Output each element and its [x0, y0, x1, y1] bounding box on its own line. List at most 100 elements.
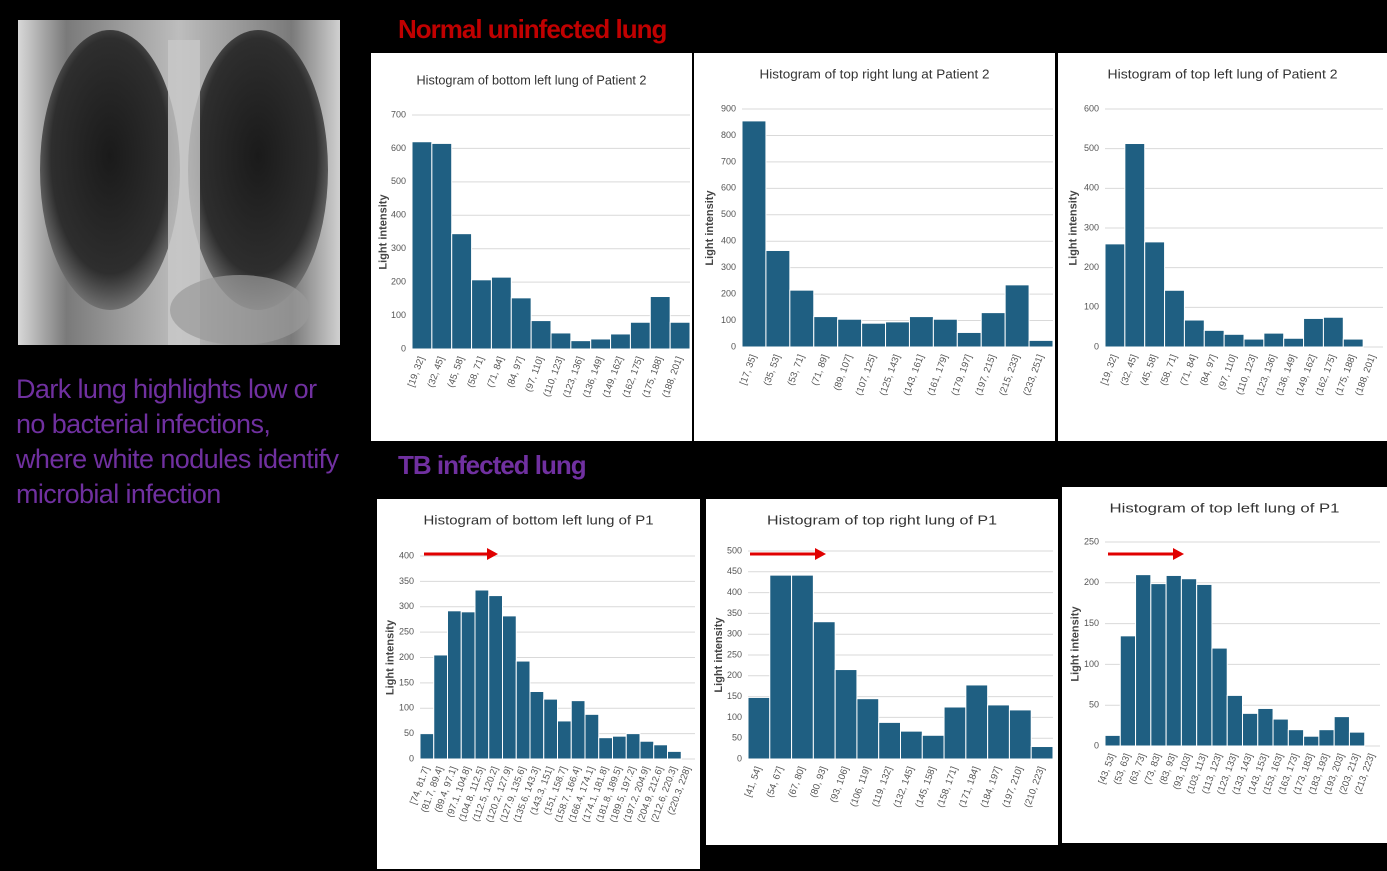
bar: [1104, 734, 1121, 747]
y-tick-label: 150: [727, 691, 742, 701]
bar: [669, 321, 691, 350]
bar: [584, 713, 600, 760]
bar: [932, 318, 958, 348]
bar: [590, 338, 612, 350]
y-tick-label: 300: [1084, 222, 1099, 232]
bar: [943, 706, 967, 760]
y-tick-label: 200: [1084, 262, 1099, 272]
bar: [1144, 241, 1166, 348]
y-tick-label: 250: [727, 649, 742, 659]
y-tick-label: 100: [727, 712, 742, 722]
bar: [490, 276, 512, 350]
bar: [1303, 735, 1320, 747]
bar: [1342, 338, 1364, 348]
y-tick-label: 400: [721, 236, 736, 246]
chart-panel: Histogram of bottom left lung of P1 Light…: [377, 499, 700, 869]
y-tick-label: 800: [721, 130, 736, 140]
section-title: Normal uninfected lung: [398, 14, 667, 44]
bar: [1303, 317, 1324, 348]
bar: [515, 660, 531, 760]
bar: [653, 744, 668, 760]
bar: [1211, 647, 1228, 747]
bar: [747, 696, 771, 760]
bar: [419, 733, 435, 760]
bar: [1104, 243, 1126, 348]
y-tick-label: 500: [391, 176, 406, 186]
bar: [649, 296, 671, 350]
bar: [1150, 583, 1167, 747]
bar: [1164, 289, 1185, 348]
y-tick-label: 100: [391, 310, 406, 320]
y-tick-label: 0: [1094, 740, 1099, 750]
bar: [1030, 746, 1054, 760]
y-tick-label: 700: [391, 109, 406, 119]
y-tick-label: 250: [1084, 536, 1099, 546]
bar: [1287, 729, 1305, 747]
chart-panel: Histogram of top left lung of P1 Light in…: [1062, 487, 1387, 843]
bar: [837, 318, 863, 348]
bar: [1283, 337, 1305, 348]
bar: [956, 331, 982, 348]
bar: [474, 589, 490, 760]
y-tick-label: 50: [732, 733, 742, 743]
bar: [530, 320, 552, 350]
bar: [612, 735, 627, 760]
y-tick-label: 400: [391, 210, 406, 220]
bar: [543, 698, 558, 760]
panel-bg: [706, 499, 1058, 845]
bar: [1180, 578, 1198, 747]
bar: [965, 684, 989, 760]
chart-title: Histogram of top right lung of P1: [767, 512, 997, 527]
bar: [791, 574, 814, 760]
bar: [1196, 583, 1213, 747]
y-tick-label: 250: [399, 627, 414, 637]
bar: [471, 279, 492, 350]
arrow-head: [1173, 548, 1184, 560]
y-tick-label: 400: [1084, 183, 1099, 193]
bar: [610, 333, 631, 350]
y-tick-label: 50: [1089, 700, 1099, 710]
chart-title: Histogram of top right lung at Patient 2: [760, 66, 990, 81]
bar: [878, 721, 902, 760]
y-tick-label: 400: [727, 587, 742, 597]
bar: [1183, 319, 1205, 348]
y-tick-label: 350: [399, 576, 414, 586]
bar: [769, 574, 793, 760]
y-tick-label: 700: [721, 156, 736, 166]
bar: [1257, 707, 1274, 747]
y-tick-label: 350: [727, 608, 742, 618]
bar: [1119, 635, 1137, 747]
bar: [1272, 718, 1289, 747]
chart-title: Histogram of top left lung of Patient 2: [1108, 66, 1338, 81]
y-tick-label: 200: [721, 288, 736, 298]
bar: [447, 610, 462, 760]
bar: [550, 332, 572, 350]
bar: [1322, 316, 1344, 348]
y-tick-label: 0: [1094, 341, 1099, 351]
y-axis-label: Light intensity: [384, 619, 396, 695]
bar: [502, 615, 517, 760]
y-tick-label: 600: [721, 183, 736, 193]
chart-panel: Histogram of top right lung at Patient 2…: [694, 53, 1055, 441]
y-tick-label: 900: [721, 103, 736, 113]
y-tick-label: 400: [399, 550, 414, 560]
chart-title: Histogram of bottom left lung of P1: [424, 512, 654, 527]
y-tick-label: 0: [401, 343, 406, 353]
y-axis-label: Light intensity: [377, 194, 389, 270]
bar: [629, 321, 651, 350]
bar: [1203, 329, 1225, 348]
y-tick-label: 200: [1084, 577, 1099, 587]
bar: [1243, 338, 1265, 348]
y-tick-label: 300: [721, 262, 736, 272]
bar: [570, 340, 592, 350]
bar: [789, 289, 815, 348]
y-tick-label: 50: [404, 728, 414, 738]
bar: [625, 733, 641, 760]
bar: [1165, 574, 1182, 747]
bar: [510, 297, 532, 350]
bar: [598, 737, 613, 760]
bar: [1124, 143, 1146, 348]
y-tick-label: 0: [737, 753, 742, 763]
bar: [639, 740, 655, 760]
arrow-head: [815, 548, 826, 560]
